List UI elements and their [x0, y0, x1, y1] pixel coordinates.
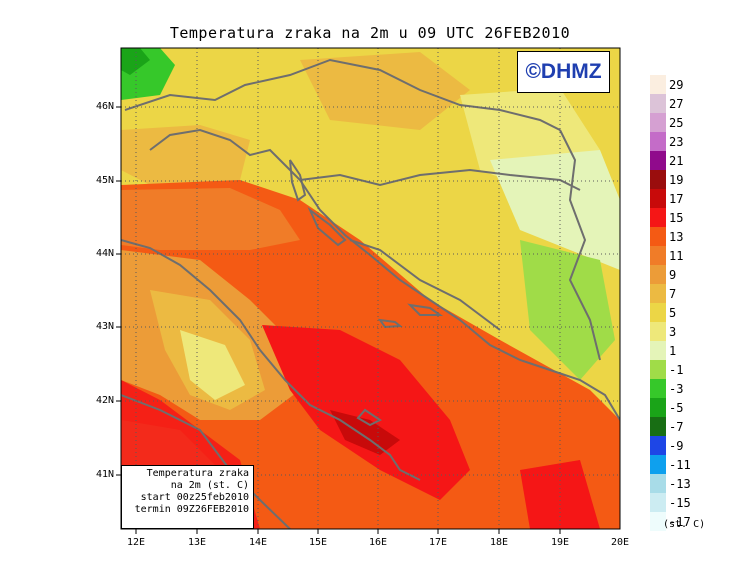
legend-swatch — [650, 474, 666, 493]
legend-label: 21 — [669, 154, 684, 168]
field-red-southeast — [520, 460, 600, 529]
legend-swatch — [650, 493, 666, 512]
lat-label: 41N — [96, 469, 115, 480]
legend-swatch — [650, 417, 666, 436]
dhmz-logo: ©DHMZ — [517, 51, 610, 93]
legend-swatch — [650, 341, 666, 360]
axis-ticks — [116, 106, 561, 534]
legend-swatch — [650, 170, 666, 189]
field-northern-adriatic — [121, 188, 300, 250]
legend-label: 19 — [669, 173, 684, 187]
legend-swatch — [650, 113, 666, 132]
legend-label: 29 — [669, 78, 684, 92]
lat-label: 42N — [96, 395, 115, 406]
info-line: start 00z25feb2010 — [140, 492, 249, 503]
coastline-italy — [121, 239, 421, 481]
lon-label: 19E — [550, 537, 570, 548]
coastline-italy-south — [121, 394, 291, 529]
grid — [121, 48, 620, 529]
border-north — [124, 58, 561, 131]
legend-label: -15 — [669, 496, 691, 510]
lon-label: 12E — [126, 537, 146, 548]
legend-swatch — [650, 227, 666, 246]
legend-label: -5 — [669, 401, 684, 415]
legend-swatch — [650, 512, 666, 531]
legend-swatch — [650, 284, 666, 303]
legend-swatch — [650, 436, 666, 455]
legend-label: 9 — [669, 268, 677, 282]
legend-swatch — [650, 379, 666, 398]
legend-label: 25 — [669, 116, 684, 130]
legend-swatch — [650, 208, 666, 227]
island-krk — [289, 159, 307, 202]
field-italy-core — [180, 330, 245, 400]
legend-swatch — [650, 75, 666, 94]
info-box: Temperatura zraka na 2m (st. C) start 00… — [121, 465, 254, 529]
legend-swatch — [650, 151, 666, 170]
legend-swatch — [650, 246, 666, 265]
lat-label: 46N — [96, 101, 115, 112]
field-darkred — [330, 410, 400, 455]
legend-swatch — [650, 303, 666, 322]
field-green-bosnia — [520, 240, 615, 380]
legend-label: 7 — [669, 287, 677, 301]
island-brac — [407, 303, 444, 316]
legend-swatch — [650, 398, 666, 417]
island-pag — [307, 206, 347, 247]
lon-label: 18E — [489, 537, 509, 548]
lat-label: 43N — [96, 321, 115, 332]
lat-label: 44N — [96, 248, 115, 259]
map-frame — [120, 47, 621, 530]
field-red-central — [262, 325, 470, 500]
island-small — [356, 408, 382, 427]
legend-label: -3 — [669, 382, 684, 396]
legend-swatch — [650, 265, 666, 284]
legend-label: -11 — [669, 458, 691, 472]
legend-label: -1 — [669, 363, 684, 377]
border-dinaric — [349, 239, 501, 331]
coastline-east — [149, 128, 620, 421]
legend-label: 27 — [669, 97, 684, 111]
legend-swatch — [650, 94, 666, 113]
island-hvar — [377, 318, 403, 329]
legend-swatch — [650, 455, 666, 474]
field-istria — [121, 125, 250, 185]
chart-title: Temperatura zraka na 2m u 09 UTC 26FEB20… — [169, 24, 571, 42]
legend-label: 11 — [669, 249, 684, 263]
legend-label: -17 — [669, 515, 691, 529]
lon-label: 15E — [308, 537, 328, 548]
lon-label: 14E — [248, 537, 268, 548]
border-sava — [299, 168, 581, 191]
legend-swatch — [650, 360, 666, 379]
border-east — [559, 129, 601, 361]
lon-label: 17E — [428, 537, 448, 548]
field-darkgreen-alps — [121, 48, 150, 75]
legend-label: 5 — [669, 306, 677, 320]
info-line: termin 09Z26FEB2010 — [134, 504, 249, 515]
legend-swatch — [650, 322, 666, 341]
lon-label: 16E — [368, 537, 388, 548]
lon-label: 20E — [610, 537, 630, 548]
legend-swatch — [650, 189, 666, 208]
legend-label: -13 — [669, 477, 691, 491]
legend-label: 23 — [669, 135, 684, 149]
info-line: na 2m (st. C) — [170, 480, 249, 491]
info-line: Temperatura zraka — [146, 468, 249, 479]
legend-unit: (st. C) — [663, 519, 706, 530]
legend-label: 1 — [669, 344, 677, 358]
field-pale — [490, 150, 620, 270]
legend-label: -7 — [669, 420, 684, 434]
legend-label: -9 — [669, 439, 684, 453]
lat-label: 45N — [96, 175, 115, 186]
legend-label: 17 — [669, 192, 684, 206]
field-orange-patch — [300, 52, 470, 130]
legend-label: 13 — [669, 230, 684, 244]
legend-swatch — [650, 132, 666, 151]
legend-label: 15 — [669, 211, 684, 225]
legend-label: 3 — [669, 325, 677, 339]
lon-label: 13E — [187, 537, 207, 548]
